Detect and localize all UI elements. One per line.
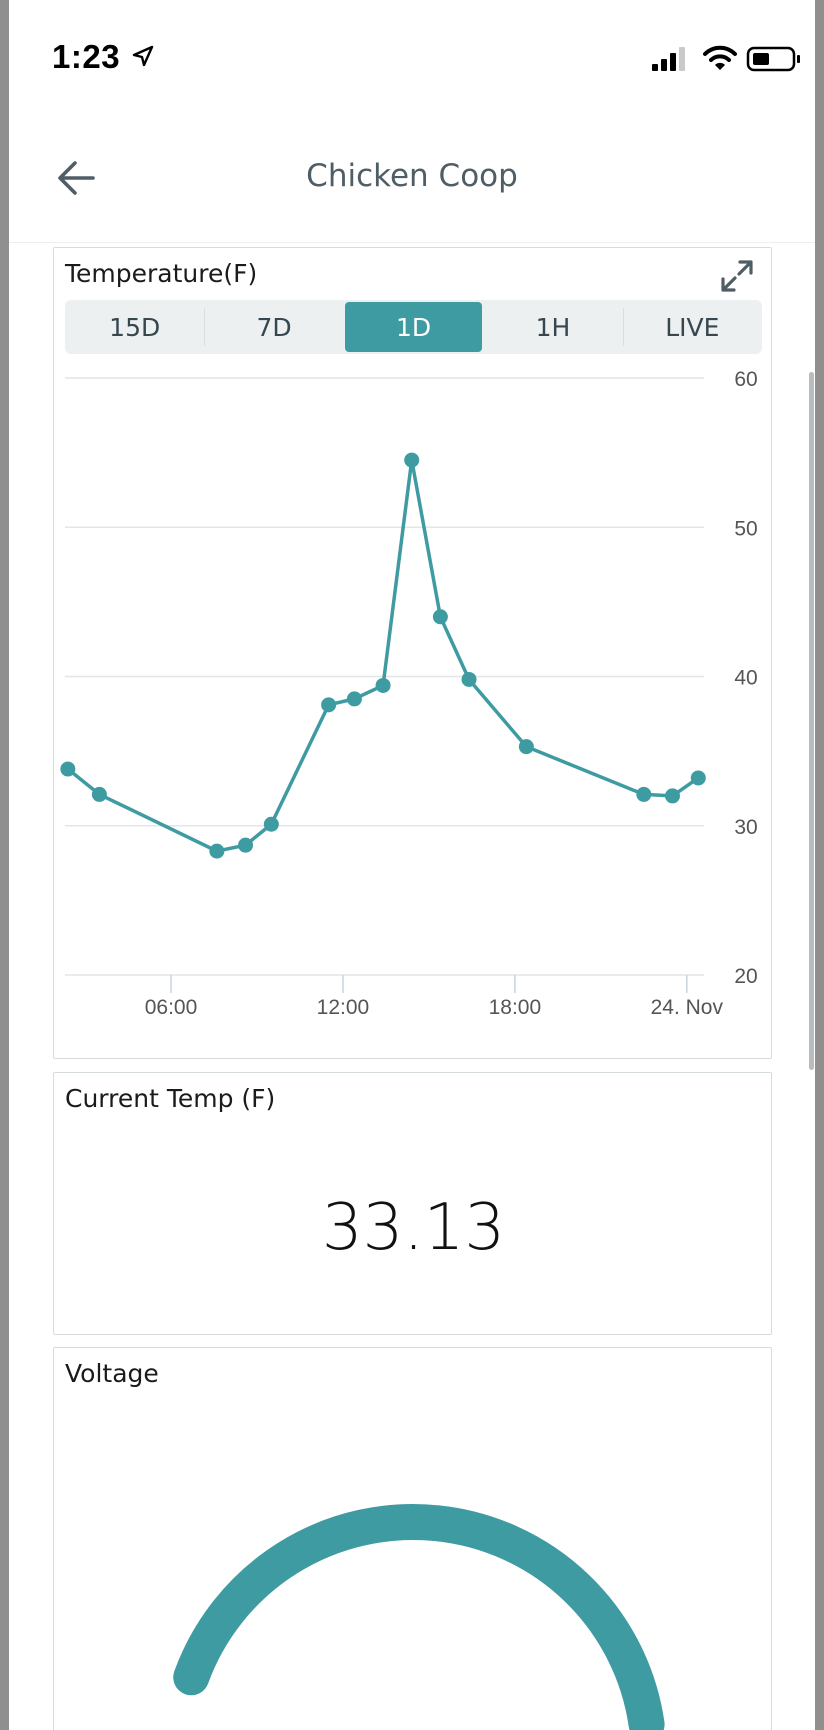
- y-tick-label: 30: [734, 816, 757, 839]
- temperature-data-point: [432, 609, 448, 625]
- x-tick-label: 06:00: [145, 996, 198, 1019]
- temperature-data-point: [664, 788, 680, 804]
- temperature-data-point: [461, 671, 477, 687]
- x-tick-label: 18:00: [489, 996, 542, 1019]
- temperature-data-point: [404, 452, 420, 468]
- voltage-card: Voltage 4.09: [53, 1347, 772, 1730]
- tab-7d[interactable]: 7D: [204, 300, 343, 354]
- temperature-series-line: [66, 458, 700, 853]
- voltage-title: Voltage: [65, 1359, 159, 1388]
- current-temp-value: 33.13: [321, 1191, 506, 1265]
- temperature-data-point: [238, 837, 254, 853]
- back-arrow-icon[interactable]: [53, 154, 101, 202]
- tab-live-label: LIVE: [665, 312, 720, 342]
- temperature-data-point: [91, 786, 107, 802]
- cellular-signal-icon: [652, 47, 685, 71]
- status-time: 1:23: [52, 38, 121, 75]
- tab-7d-label: 7D: [256, 312, 292, 342]
- y-tick-label: 60: [734, 368, 757, 391]
- wifi-icon: [703, 45, 737, 70]
- temperature-line-chart: 20 30 40 50 60 06:00 12:00 18:00 24. Nov: [60, 368, 758, 1019]
- temperature-data-point: [518, 739, 534, 755]
- tab-1h-label: 1H: [535, 312, 571, 342]
- temperature-data-point: [636, 786, 652, 802]
- tab-15d[interactable]: 15D: [65, 300, 204, 354]
- voltage-gauge: 4.09: [173, 1504, 665, 1730]
- gauge-value-arc: [173, 1504, 665, 1730]
- x-tick-label: 12:00: [317, 996, 370, 1019]
- y-tick-label: 50: [734, 517, 757, 540]
- x-tick-label: 24. Nov: [651, 996, 724, 1019]
- tab-15d-label: 15D: [109, 312, 161, 342]
- temperature-data-point: [60, 761, 76, 777]
- temperature-data-point: [690, 770, 706, 786]
- temperature-chart-card: Temperature(F) 15D 7D 1D 1H LIVE 20 30 40 5…: [53, 247, 772, 1059]
- current-temp-card: Current Temp (F) 33.13: [53, 1072, 772, 1335]
- temperature-data-point: [375, 677, 391, 693]
- tab-1d[interactable]: 1D: [344, 300, 483, 354]
- temperature-data-point: [263, 816, 279, 832]
- tab-1h[interactable]: 1H: [483, 300, 622, 354]
- location-arrow-icon: [132, 45, 154, 67]
- page-title: Chicken Coop: [306, 158, 518, 194]
- voltage-value: 4.09: [246, 1705, 580, 1730]
- tab-live[interactable]: LIVE: [622, 300, 762, 354]
- battery-icon: [746, 46, 800, 72]
- time-range-tabs: 15D 7D 1D 1H LIVE: [65, 300, 762, 354]
- temperature-data-point: [321, 697, 337, 713]
- temperature-data-point: [346, 691, 362, 707]
- y-tick-label: 40: [734, 667, 757, 690]
- current-temp-title: Current Temp (F): [65, 1084, 276, 1113]
- scrollbar[interactable]: [809, 372, 814, 1070]
- temperature-card-title: Temperature(F): [65, 259, 258, 288]
- app-header: Chicken Coop: [9, 120, 815, 243]
- expand-icon[interactable]: [717, 256, 757, 296]
- phone-screen: 1:23 Chicken Coop Temperature(F): [9, 0, 815, 1730]
- status-bar: 1:23: [9, 0, 815, 120]
- temperature-data-point: [209, 843, 225, 859]
- y-tick-label: 20: [734, 965, 757, 988]
- tab-1d-label: 1D: [395, 312, 432, 342]
